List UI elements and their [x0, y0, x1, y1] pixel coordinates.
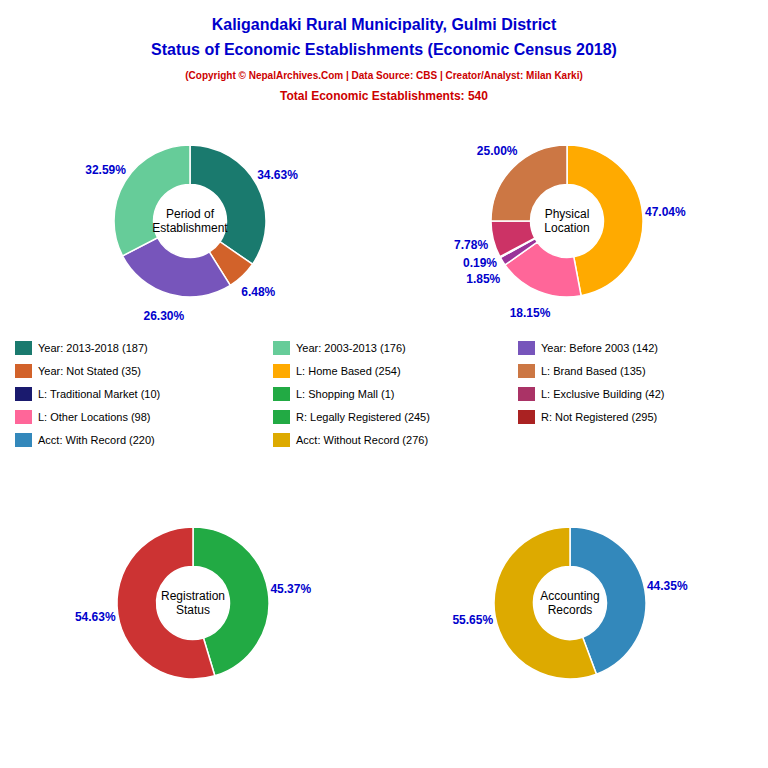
html-text:Year: Before 2003 (142): Year: Before 2003 (142)	[541, 342, 658, 354]
svg-text:34.63%: 34.63%	[257, 168, 298, 182]
html-text:L: Shopping Mall (1): L: Shopping Mall (1)	[296, 388, 395, 400]
svg-text:25.00%: 25.00%	[477, 144, 518, 158]
html-text:L: Brand Based (135): L: Brand Based (135)	[541, 365, 646, 377]
html-text:Status of Economic Establishme: Status of Economic Establishments (Econo…	[151, 41, 617, 58]
html-text:Accounting Records: Accounting Records	[540, 589, 600, 617]
svg-text:18.15%: 18.15%	[510, 306, 551, 320]
svg-text:7.78%: 7.78%	[454, 238, 488, 252]
svg-text:45.37%: 45.37%	[270, 582, 311, 596]
html-text:L: Exclusive Building (42): L: Exclusive Building (42)	[541, 388, 665, 400]
html-text:L: Other Locations (98): L: Other Locations (98)	[38, 411, 151, 423]
svg-text:32.59%: 32.59%	[85, 163, 126, 177]
svg-text:54.63%: 54.63%	[75, 610, 116, 624]
svg-text:55.65%: 55.65%	[452, 613, 493, 627]
html-text:Kaligandaki Rural Municipality: Kaligandaki Rural Municipality, Gulmi Di…	[211, 16, 557, 33]
html-text:Acct: With Record (220): Acct: With Record (220)	[38, 434, 155, 446]
html-text:L: Traditional Market (10): L: Traditional Market (10)	[38, 388, 161, 400]
svg-text:6.48%: 6.48%	[241, 285, 275, 299]
html-text:Year: Not Stated (35): Year: Not Stated (35)	[38, 365, 141, 377]
svg-text:1.85%: 1.85%	[466, 272, 500, 286]
html-text:Registration Status: Registration Status	[161, 589, 225, 617]
html-text:Physical Location: Physical Location	[544, 207, 590, 235]
html-text:Total Economic Establishments:: Total Economic Establishments: 540	[280, 89, 488, 103]
html-text:L: Home Based (254): L: Home Based (254)	[296, 365, 401, 377]
svg-text:0.19%: 0.19%	[463, 256, 497, 270]
svg-text:26.30%: 26.30%	[144, 309, 185, 323]
html-text:Acct: Without Record (276): Acct: Without Record (276)	[296, 434, 429, 446]
svg-text:47.04%: 47.04%	[645, 205, 686, 219]
html-text:R: Legally Registered (245): R: Legally Registered (245)	[296, 411, 430, 423]
svg-text:44.35%: 44.35%	[647, 579, 688, 593]
html-text:Period of Establishment: Period of Establishment	[152, 207, 228, 235]
html-text:R: Not Registered (295): R: Not Registered (295)	[541, 411, 658, 423]
html-text:Year: 2003-2013 (176): Year: 2003-2013 (176)	[296, 342, 406, 354]
html-text:(Copyright © NepalArchives.Com: (Copyright © NepalArchives.Com | Data So…	[185, 70, 583, 81]
html-text:Year: 2013-2018 (187): Year: 2013-2018 (187)	[38, 342, 148, 354]
